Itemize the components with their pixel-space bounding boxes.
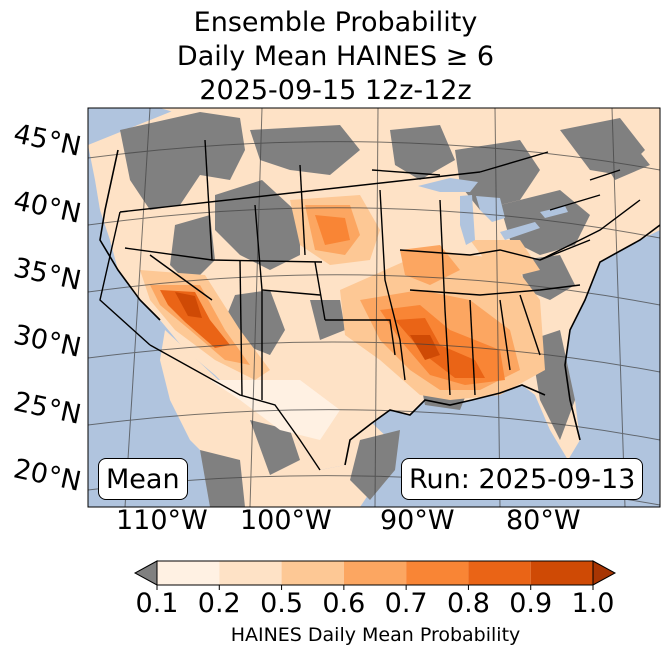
colorbar-segment — [281, 561, 344, 585]
lon-label-110: 110°W — [116, 505, 208, 536]
run-label: Run: 2025-09-13 — [401, 458, 644, 500]
colorbar-tick-label: 0.2 — [197, 588, 241, 619]
colorbar-tick-label: 0.1 — [135, 588, 179, 619]
colorbar — [133, 560, 617, 590]
probability-shading — [140, 195, 545, 440]
title-line-3: 2025-09-15 12z-12z — [199, 75, 472, 106]
colorbar-segment — [406, 561, 469, 585]
colorbar-tick-label: 1.0 — [571, 588, 615, 619]
great-lakes — [418, 178, 568, 245]
coastline — [99, 149, 660, 466]
colorbar-label: HAINES Daily Mean Probability — [230, 624, 521, 646]
state-boundaries — [99, 139, 641, 471]
colorbar-border — [156, 560, 594, 586]
colorbar-under-extension — [133, 560, 158, 586]
lon-label-80: 80°W — [506, 505, 581, 536]
title-line-2: Daily Mean HAINES ≥ 6 — [176, 41, 495, 72]
colorbar-tick-label: 0.5 — [260, 588, 304, 619]
colorbar-over-extension — [592, 560, 617, 586]
map-frame — [87, 107, 661, 508]
colorbar-tick-label: 0.7 — [384, 588, 428, 619]
lon-label-90: 90°W — [380, 505, 455, 536]
title-line-1: Ensemble Probability — [193, 7, 478, 38]
colorbar-tick-label: 0.6 — [322, 588, 366, 619]
colorbar-segment — [157, 561, 220, 585]
colorbar-segment — [530, 561, 593, 585]
colorbar-tick-label: 0.8 — [446, 588, 490, 619]
colorbar-segment — [468, 561, 531, 585]
stat-label: Mean — [98, 458, 188, 500]
colorbar-segment — [343, 561, 407, 585]
lon-label-100: 100°W — [240, 505, 332, 536]
colorbar-tick-label: 0.9 — [509, 588, 553, 619]
colorbar-segment — [219, 561, 282, 585]
